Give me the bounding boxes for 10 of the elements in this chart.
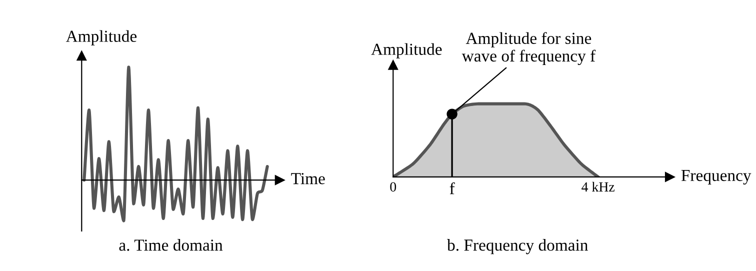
text: b. Frequency domain [447,239,588,254]
y-axis-title: Amplitude [371,43,442,58]
x-axis-title: Time [291,173,325,184]
y-axis-title: Amplitude [66,30,137,46]
annotation: Amplitude for sine wave of frequency f [462,32,596,66]
annotation: f [450,182,455,194]
x-tick-label: 4 kHz [582,182,614,192]
x-tick-label: 0 [390,182,396,192]
text: a. Time domain [119,239,223,251]
x-axis-title: Frequency [681,170,752,185]
